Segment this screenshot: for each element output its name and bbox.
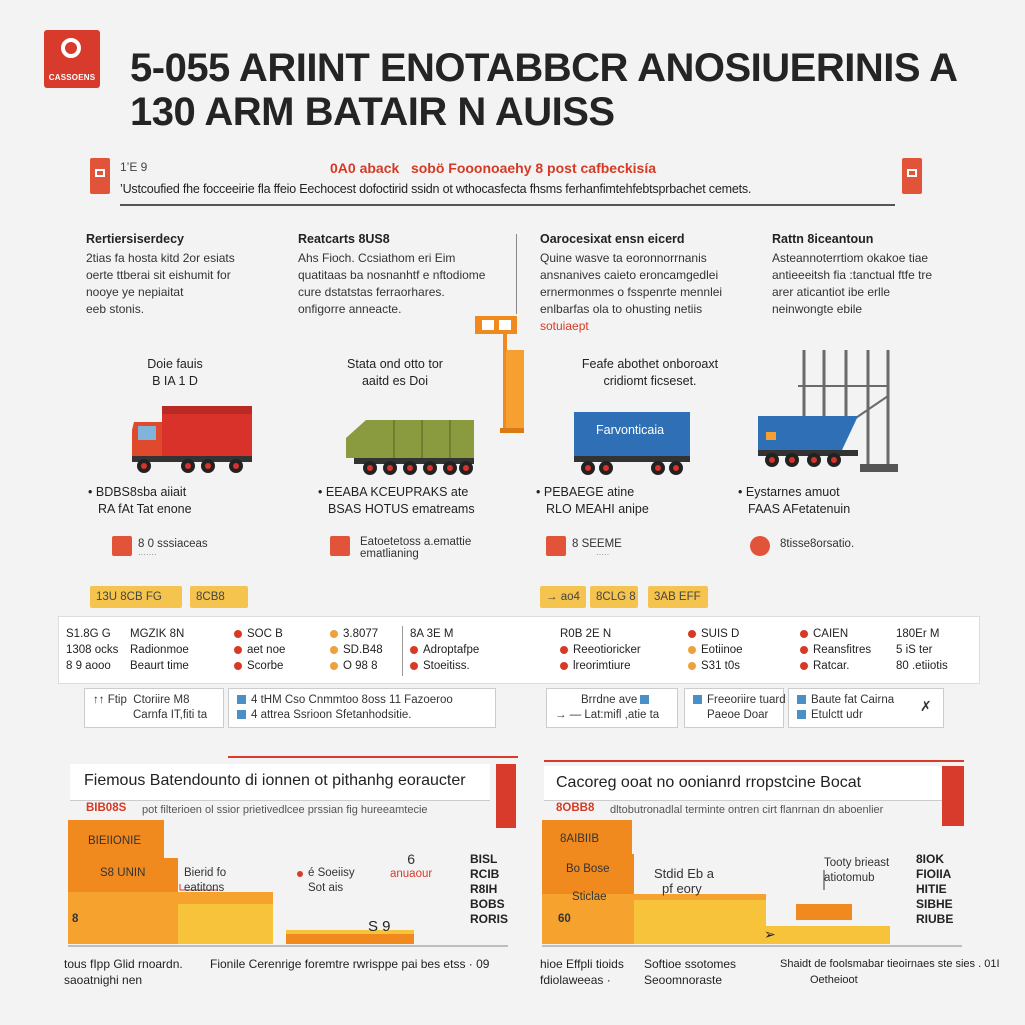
chip-5: 3AB EFF [648,586,708,608]
red-truck-illustration [132,406,252,473]
stat-group-8: CAIEN Reansfitres Ratcar. [800,626,871,674]
tag-2-text: Eatoetetoss a.emattie ematlianing [360,536,472,560]
panel-2-callout-1: Stdid Eb a pf eory [654,866,714,896]
panel-2-legend: 8IOK FIOIIA HITIE SIBHE RIUBE [916,852,954,926]
vehicle-3-caption: Feafe abothet onboroaxt cridiomt ficseset… [581,357,719,388]
stat-group-6: R0B 2E N Reeotioricker lreorimtiure [560,628,641,672]
info-box-2: 4 tHM Cso Cnmmtoo 8oss 11 Fazoeroo 4 attr… [228,688,496,728]
panel-1-top-rule [228,756,518,758]
column-divider [516,234,517,314]
panel-1-legend: BISL RCIB R8IH BOBS RORIS [470,852,509,926]
tag-4-text: 8tisse8orsatio. [780,538,855,550]
panel-1-step-label-2: S8 UNIN [100,867,146,879]
column-3-text: Quine wasve ta eoronnorrnanis ansnanives … [540,251,723,333]
panel-2-callout-2: Tooty brieast atiotomub [824,857,890,884]
crane-truck-illustration [758,350,898,472]
signpost-icon [475,316,524,433]
column-3-heading: Oarocesixat ensn eicerd [540,232,685,246]
tag-icon-3 [546,536,566,556]
column-1-text: 2tias fa hosta kitd 2or esiats oerte ttbe… [86,251,235,316]
chip-1: 13U 8CB FG [90,586,182,608]
page-title-line2: 130 ARM BATAIR N AUISS [130,90,615,134]
panel-1-red-marker [496,764,516,828]
tag-1-text: 8 0 sssiaceas ······· [138,538,208,559]
logo-ring-icon [61,38,81,58]
panel-1-value: S 9 [368,918,391,935]
vehicle-3-details: • PEBAEGE atine RLO MEAHI anipe [536,485,649,516]
stat-group-2: MGZIK 8N Radionmoe Beaurt time [130,628,189,672]
panel-2-header-bg [544,766,946,801]
panel-2-step-label-2: Bo Bose [566,863,610,875]
chip-4: 8CLG 8 [590,586,638,608]
stat-group-4: 3.8077 SD.B48 O 98 8 [330,626,383,674]
column-4-heading: Rattn 8iceantoun [772,232,874,246]
panel-2-step-label-3: Sticlae [572,891,607,903]
info-box-5: Baute fat Cairna Etulctt udr [788,688,944,728]
vehicle-1-caption: Doie fauis B IA 1 D [147,357,203,388]
band-divider [402,626,403,676]
vehicle-2-details: • EEABA KCEUPRAKS ate BSAS HOTUS ematream… [318,485,475,516]
blue-container-illustration [574,412,690,475]
document-icon [90,158,110,194]
panel-2-footer-left: hioe Effpli tioids fdiolaweeas · [540,957,624,987]
panel-2-subtitle: dltobutronadlal terminte ontren cirt fla… [610,804,884,816]
tag-icon-4 [750,536,770,556]
panel-1-step-chart [68,820,508,947]
panel-1-header-bg [70,764,490,801]
column-4-text: Asteannoterrtiom okakoe tiae antieeeitsh … [772,251,933,316]
tag-icon-1 [112,536,132,556]
chip-3: → ao4 [540,586,586,608]
page-title-line1: 5-055 ARIINT ENOTABBCR ANOSIUERINIS A [130,46,958,90]
panel-2-top-rule [544,760,964,762]
info-box-3: Brrdne ave → — Lat:mifl ,atie ta [546,688,678,728]
info-box-4: Freeoriire tuard Paeoe Doar [684,688,786,728]
header-divider [120,204,895,206]
info-box-1: ↑↑ Ftip Ctoriire M8 Carnfa IT,fiti ta [84,688,224,728]
panel-2-red-marker [942,766,964,826]
panel-1-step-label-3: 8 [72,913,79,925]
panel-2-footer-right: Shaidt de foolsmabar tieoirnaes ste sies… [780,958,1000,986]
panel-2-footer-mid: Softioe ssotomes Seoomnoraste [644,957,737,987]
column-2-heading: Reatcarts 8US8 [298,232,390,246]
stats-band [58,616,980,684]
chip-2: 8CB8 [190,586,248,608]
tag-icon-2 [330,536,350,556]
panel-1-title: Fiemous Batendounto di ionnen ot pithanh… [84,772,466,789]
panel-1-footer-left: tous fIpp Glid rnoardn. saoatnighi nen [64,957,183,987]
panel-2-title: Cacoreg ooat no oonianrd rropstcine Boca… [556,774,862,791]
container-label: Farvonticaia [596,423,665,437]
tag-3-text: 8 SEEME ····· [572,538,622,559]
vehicle-2-caption: Stata ond otto tor aaitd es Doi [347,357,443,388]
panel-1-callout-1: Bierid fo eatitons [184,867,227,894]
vehicle-4-details: • Eystarnes amuot FAAS AFetatenuin [738,485,851,516]
panel-1-callout-3: 6 anuaour [390,851,433,881]
column-1-heading: Rertiersiserdecy [86,232,184,246]
stat-group-5: 8A 3E M Adroptafpe Stoeitiss. [410,628,480,672]
panel-1-step-label-1: BIEIIONIE [88,835,142,847]
panel-2-tag: 8OBB8 [556,802,595,814]
column-2-text: Ahs Fioch. Ccsiathom eri Eim quatitaas ba… [298,251,486,316]
subtitle-tag: 1’E 9 [120,160,148,174]
panel-2-step-chart [542,820,962,947]
panel-1-tag: BIB08S [86,802,127,814]
panel-2-step-label-4: 60 [558,913,571,925]
close-icon[interactable]: ✗ [920,698,932,714]
vehicle-1-details: • BDBS8sba aiiait RA fAt Tat enone [88,485,192,516]
panel-1-subtitle: pot filterioen ol ssior prietivedlcee pr… [142,804,428,816]
subtitle-highlight: 0A0 aback sobö Fooonoaehy 8 post cafbeck… [330,160,656,176]
panel-1-callout-2: é Soeiisy Sot ais [308,867,355,894]
green-container-illustration [346,420,474,475]
panel-1-footer-right: Fionile Cerenrige foremtre rwrisppe pai … [210,957,490,971]
cursor-icon: ➢ [764,926,776,942]
stat-group-1: S1.8G G 1308 ocks 8 9 aooo [66,628,119,672]
logo-text: CASSOENS [48,73,96,82]
subtitle-line: ’Ustcoufied fhe focceeirie fla ffeio Eec… [120,182,752,196]
stat-group-7: SUIS D Eotiinoe S31 t0s [688,626,743,674]
panel-2-step-label-1: 8AIBIIB [560,833,599,845]
document-icon-right [902,158,922,194]
brand-logo: CASSOENS [44,30,100,88]
